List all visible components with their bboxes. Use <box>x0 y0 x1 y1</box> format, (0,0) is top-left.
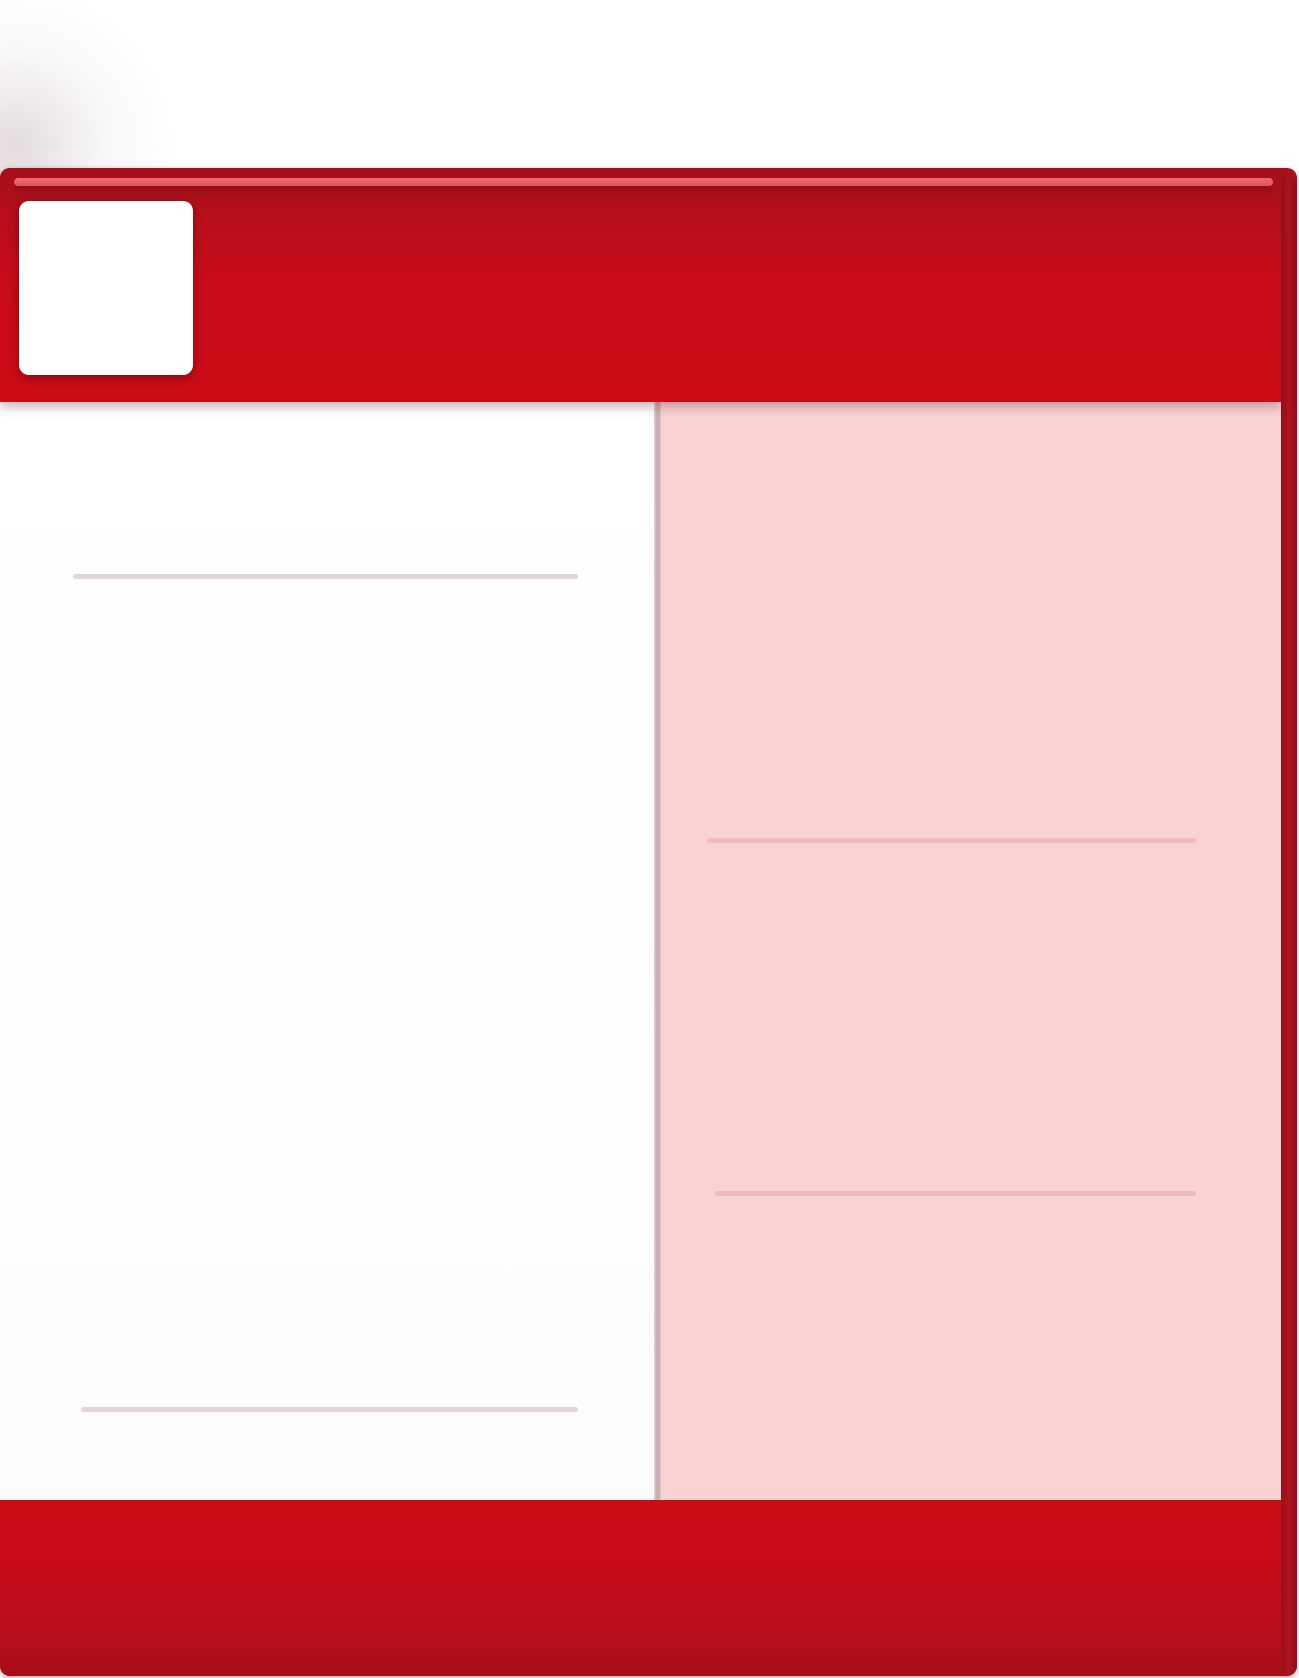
header-inner-shadow <box>14 186 1273 200</box>
logo-placeholder[interactable] <box>19 201 193 375</box>
right-content-panel <box>661 402 1281 1500</box>
left-separator-bottom <box>81 1407 578 1412</box>
column-divider <box>654 402 661 1500</box>
left-content-panel <box>0 402 654 1500</box>
header-bar <box>0 168 1281 402</box>
window-right-edge <box>1281 178 1297 1674</box>
footer-bar <box>0 1500 1281 1676</box>
left-separator-top <box>73 574 578 579</box>
right-separator-bottom <box>714 1191 1196 1196</box>
header-highlight <box>14 178 1273 186</box>
right-separator-top <box>707 838 1196 843</box>
